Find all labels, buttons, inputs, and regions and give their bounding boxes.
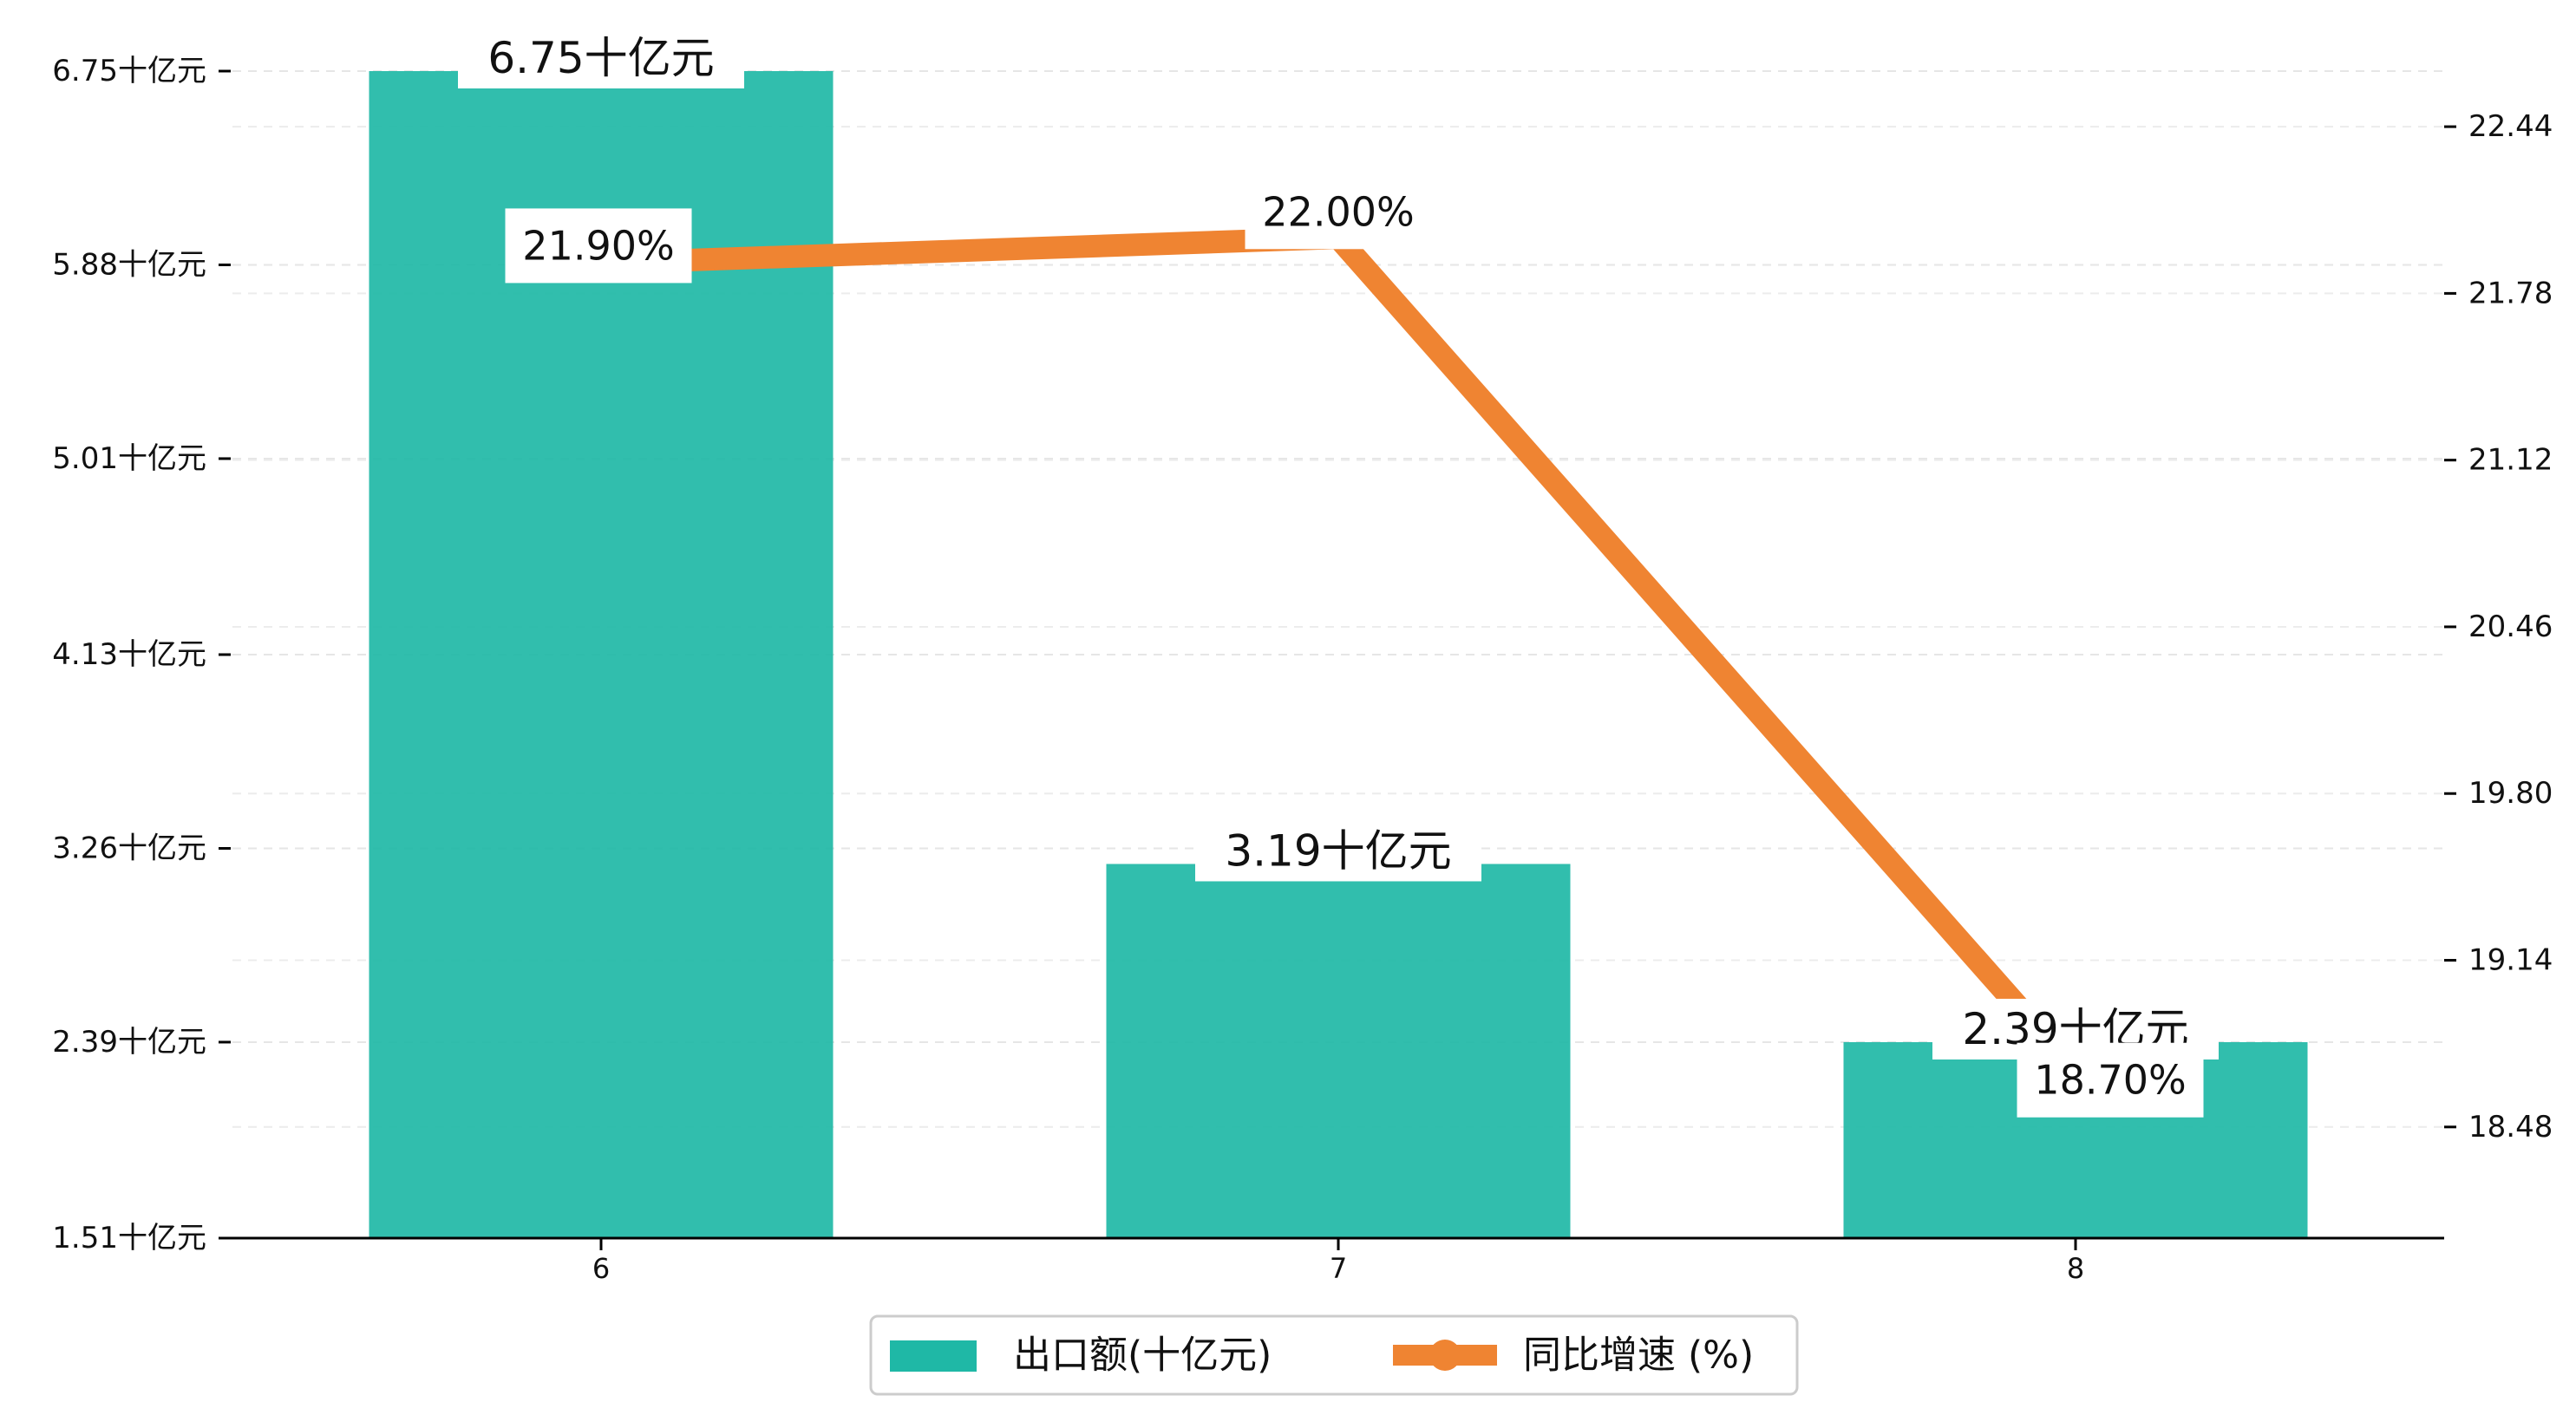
bar-7[interactable]	[1106, 864, 1571, 1238]
bar-data-label: 3.19十亿元	[1225, 825, 1451, 876]
y-left-tick-label: 5.01十亿元	[52, 441, 206, 476]
y-right-tick-label: 19.80	[2468, 776, 2553, 811]
legend-bar-swatch	[890, 1340, 977, 1372]
y-left-tick-label: 5.88十亿元	[52, 247, 206, 282]
y-right-tick-label: 18.48	[2468, 1110, 2553, 1144]
y-right-tick-label: 20.46	[2468, 610, 2553, 644]
line-label-box-1	[1245, 174, 1432, 250]
legend-line-marker	[1429, 1340, 1461, 1371]
x-tick-label: 7	[1330, 1252, 1347, 1285]
legend-line-label: 同比增速 (%)	[1523, 1333, 1754, 1378]
bar-label-box-0	[458, 28, 744, 88]
legend-bar-label: 出口额(十亿元)	[1013, 1333, 1272, 1378]
line-label-box-0	[505, 208, 692, 284]
y-right-tick-label: 21.78	[2468, 276, 2553, 310]
y-left-tick-label: 3.26十亿元	[52, 831, 206, 865]
y-right-tick-label: 22.44	[2468, 109, 2553, 144]
line-label-box-2	[2017, 1042, 2204, 1118]
bar-label-box-1	[1195, 820, 1481, 882]
y-right-tick-label: 21.12	[2468, 443, 2553, 478]
bar-data-label: 6.75十亿元	[487, 33, 714, 83]
legend-box	[869, 1314, 1799, 1396]
x-tick-label: 6	[592, 1252, 610, 1285]
legend[interactable]: 出口额(十亿元) 同比增速 (%)	[869, 1314, 1799, 1396]
y-left-tick-label: 4.13十亿元	[52, 637, 206, 672]
line-data-label: 22.00%	[1262, 188, 1414, 235]
y-left-tick-label: 2.39十亿元	[52, 1025, 206, 1060]
axes: 1.51十亿元 2.39十亿元 3.26十亿元 4.13十亿元 5.01十亿元 5.88十…	[52, 54, 2553, 1285]
y-left-tick-label: 1.51十亿元	[52, 1221, 206, 1255]
y-left-tick-label: 6.75十亿元	[52, 54, 206, 88]
line-data-label: 18.70%	[2034, 1057, 2186, 1104]
line-data-label: 21.90%	[522, 222, 674, 269]
x-tick-label: 8	[2067, 1252, 2084, 1285]
y-right-tick-label: 19.14	[2468, 943, 2553, 978]
